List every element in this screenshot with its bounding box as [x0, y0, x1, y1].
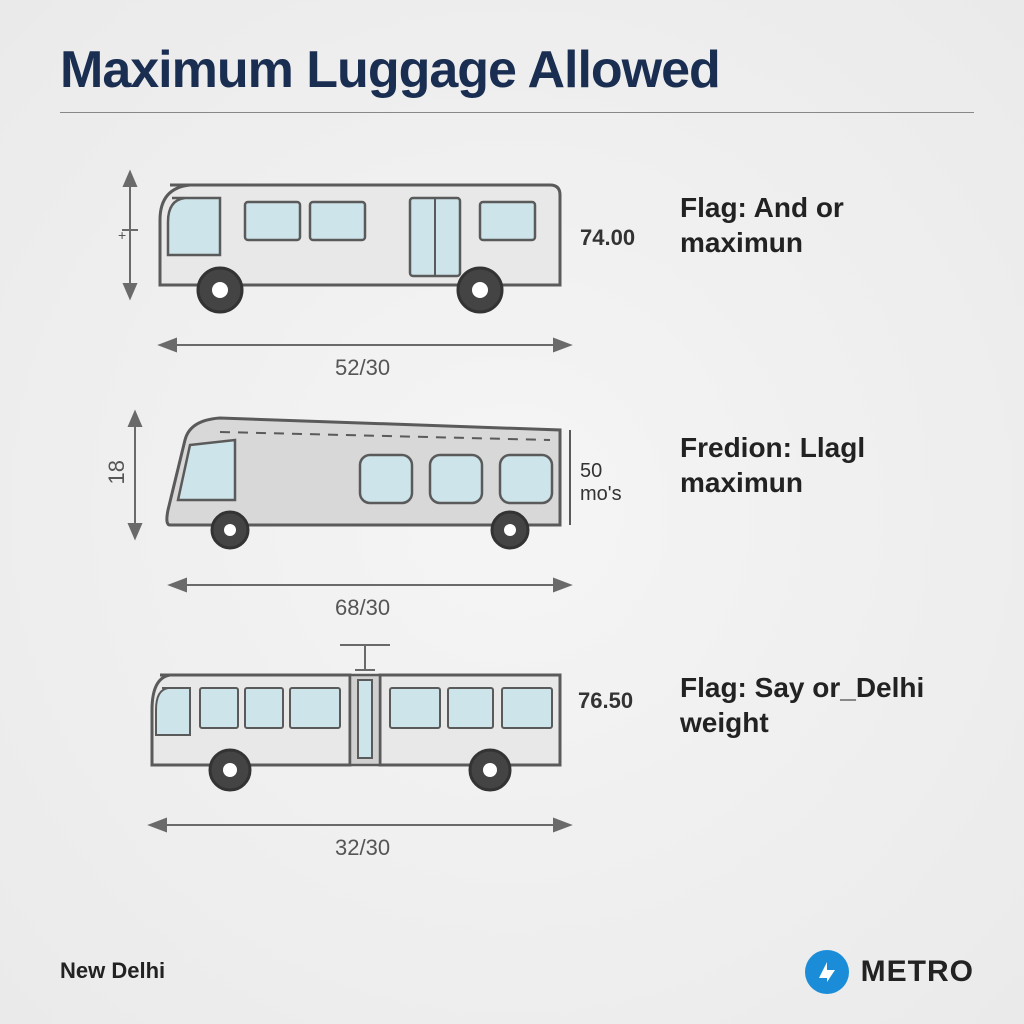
svg-text:+: + [118, 227, 126, 243]
vehicle-diagram-3: 32/30 76.50 [110, 640, 640, 870]
side-label-3: 76.50 [578, 688, 633, 714]
footer-logo: METRO [805, 950, 974, 994]
width-label-1: 52/30 [335, 355, 390, 381]
vehicle-row-1: + [110, 160, 964, 390]
desc-text-3: Flag: Say or_Delhi weight [680, 670, 964, 740]
height-label-2: 18 [104, 460, 130, 484]
vehicle-diagram-2: 18 68/30 50 mo's [110, 400, 640, 630]
width-label-3: 32/30 [335, 835, 390, 861]
logo-icon [805, 950, 849, 994]
desc-1: Flag: And or maximun [640, 160, 964, 260]
desc-text-2: Fredion: Llagl maximun [680, 430, 964, 500]
desc-3: Flag: Say or_Delhi weight [640, 640, 964, 740]
vehicle-row-3: 32/30 76.50 Flag: Say or_Delhi weight [110, 640, 964, 870]
logo-text: METRO [861, 955, 974, 989]
side-label-2: 50 mo's [580, 460, 640, 506]
width-label-2: 68/30 [335, 595, 390, 621]
side-label-1: 74.00 [580, 225, 635, 251]
desc-text-1: Flag: And or maximun [680, 190, 964, 260]
vehicle-diagram-1: + [110, 160, 640, 390]
footer-location: New Delhi [60, 958, 165, 984]
vehicle-row-2: 18 68/30 50 mo's Fredion: Llagl maximun [110, 400, 964, 630]
title-underline [60, 112, 974, 113]
page-title: Maximum Luggage Allowed [60, 40, 720, 100]
desc-2: Fredion: Llagl maximun [640, 400, 964, 500]
